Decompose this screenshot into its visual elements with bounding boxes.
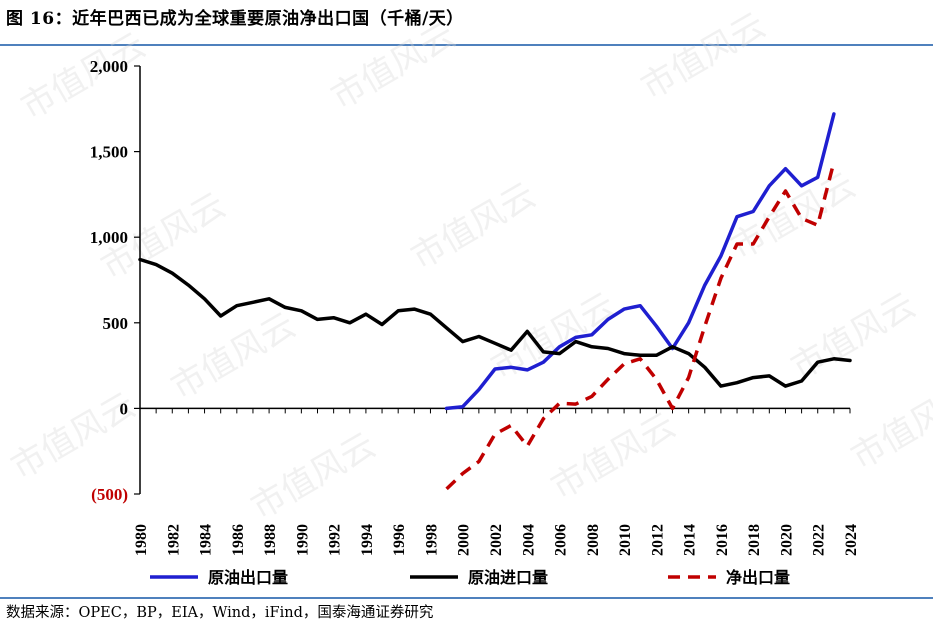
watermark: 市值风云 bbox=[485, 285, 623, 388]
x-tick-label: 1992 bbox=[327, 524, 344, 556]
y-tick-label: 2,000 bbox=[90, 57, 128, 76]
x-tick-label: 2002 bbox=[488, 524, 505, 556]
watermark: 市值风云 bbox=[785, 285, 923, 388]
watermark: 市值风云 bbox=[245, 425, 383, 528]
x-tick-label: 1988 bbox=[262, 524, 279, 556]
title-rule bbox=[0, 44, 933, 46]
x-tick-label: 2012 bbox=[649, 524, 666, 556]
watermark: 市值风云 bbox=[405, 175, 543, 278]
x-tick-label: 1986 bbox=[230, 524, 247, 556]
y-tick-label: 1,000 bbox=[90, 228, 128, 247]
y-tick-label: 1,500 bbox=[90, 143, 128, 162]
legend-label-2: 原油进口量 bbox=[468, 568, 548, 587]
watermark: 市值风云 bbox=[725, 165, 863, 268]
source-note: 数据来源：OPEC，BP，EIA，Wind，iFind，国泰海通证券研究 bbox=[6, 605, 434, 621]
x-tick-label: 2004 bbox=[520, 524, 537, 556]
series-layer bbox=[138, 112, 852, 491]
y-tick-label: (500) bbox=[91, 485, 128, 504]
x-tick-label: 1994 bbox=[359, 524, 376, 556]
x-tick-label: 2024 bbox=[843, 524, 860, 556]
watermark: 市值风云 bbox=[15, 25, 153, 128]
x-tick-label: 2018 bbox=[746, 524, 763, 556]
legend: 原油出口量 原油进口量 净出口量 bbox=[150, 568, 790, 587]
watermark: 市值风云 bbox=[635, 5, 773, 108]
series-line-2 bbox=[138, 257, 852, 388]
x-tick-label: 1980 bbox=[133, 524, 150, 556]
watermark: 市值风云 bbox=[325, 15, 463, 118]
x-tick-label: 1982 bbox=[165, 524, 182, 556]
watermark: 市值风云 bbox=[845, 375, 933, 478]
x-tick-label: 2020 bbox=[778, 524, 795, 556]
x-tick-label: 2014 bbox=[682, 524, 699, 556]
x-tick-label: 2000 bbox=[456, 524, 473, 556]
x-tick-label: 2006 bbox=[553, 524, 570, 556]
series-line-1 bbox=[444, 112, 836, 411]
figure-title: 图 16：近年巴西已成为全球重要原油净出口国（千桶/天） bbox=[6, 9, 464, 29]
x-tick-label: 1998 bbox=[423, 524, 440, 556]
x-tick-label: 2016 bbox=[714, 524, 731, 556]
watermark: 市值风云 bbox=[165, 305, 303, 408]
y-tick-label: 0 bbox=[120, 399, 129, 418]
watermark: 市值风云 bbox=[545, 405, 683, 508]
y-tick-label: 500 bbox=[103, 314, 129, 333]
x-tick-label: 2022 bbox=[811, 524, 828, 556]
x-tick-label: 2008 bbox=[585, 524, 602, 556]
x-tick-label: 1984 bbox=[198, 524, 215, 556]
series-line-3 bbox=[445, 161, 836, 491]
x-tick-label: 1990 bbox=[294, 524, 311, 556]
legend-label-3: 净出口量 bbox=[726, 568, 790, 587]
x-tick-label: 1996 bbox=[391, 524, 408, 556]
axes: (500) 0 500 1,000 1,500 2,000 1980 1982 1984 1986… bbox=[90, 57, 860, 556]
legend-label-1: 原油出口量 bbox=[208, 568, 288, 587]
source-rule bbox=[0, 597, 933, 599]
x-tick-label: 2010 bbox=[617, 524, 634, 556]
